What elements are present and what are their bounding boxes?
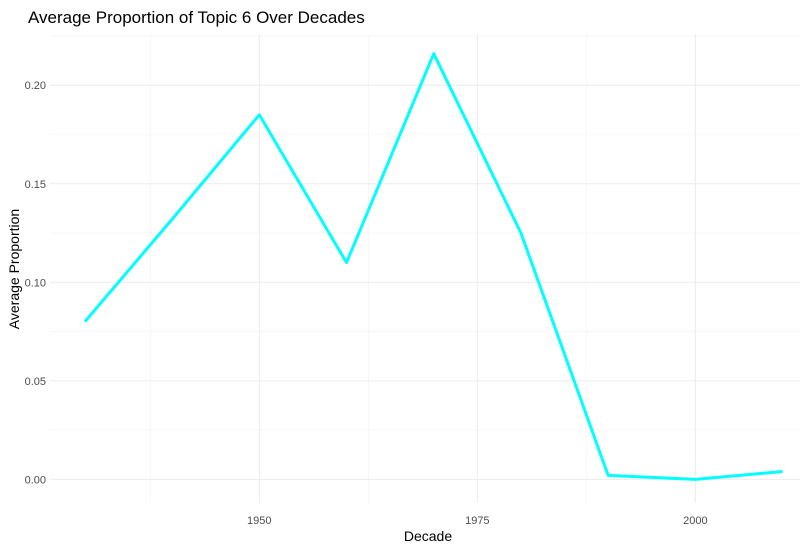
x-tick-label: 2000	[683, 515, 707, 527]
x-axis-title: Decade	[404, 528, 452, 544]
y-tick-label: 0.15	[25, 179, 46, 191]
y-tick-label: 0.05	[25, 376, 46, 388]
y-tick-label: 0.10	[25, 277, 46, 289]
x-tick-label: 1975	[465, 515, 489, 527]
series-layer	[83, 52, 783, 481]
y-axis-title: Average Proportion	[6, 209, 22, 329]
y-axis-ticks: 0.00 0.05 0.10 0.15 0.20	[25, 80, 46, 486]
x-tick-label: 1950	[247, 515, 271, 527]
y-tick-label: 0.00	[25, 474, 46, 486]
y-tick-label: 0.20	[25, 80, 46, 92]
chart-title: Average Proportion of Topic 6 Over Decad…	[28, 8, 365, 27]
series-line	[83, 52, 783, 481]
grid	[50, 34, 800, 503]
x-axis-ticks: 1950 1975 2000	[247, 515, 708, 527]
